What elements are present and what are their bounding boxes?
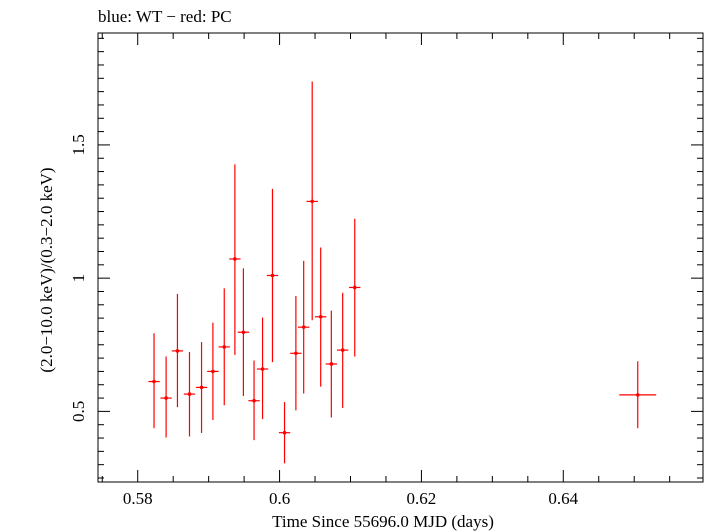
point-marker bbox=[329, 362, 334, 366]
point-marker bbox=[294, 351, 298, 356]
point-marker bbox=[260, 367, 265, 371]
data-point bbox=[148, 333, 160, 429]
point-marker bbox=[175, 349, 180, 353]
x-tick-label: 0.6 bbox=[269, 489, 290, 508]
point-marker bbox=[352, 285, 357, 290]
point-marker bbox=[164, 396, 168, 400]
data-point bbox=[183, 351, 196, 437]
data-point bbox=[278, 402, 291, 464]
point-marker bbox=[211, 369, 215, 374]
data-point bbox=[160, 356, 172, 438]
data-point bbox=[266, 188, 279, 363]
point-marker bbox=[270, 273, 275, 278]
point-marker bbox=[635, 393, 640, 397]
data-point bbox=[290, 296, 302, 411]
y-axis: 0.5 1 1.5 bbox=[69, 37, 703, 479]
y-tick-label: 1.5 bbox=[69, 134, 88, 155]
data-point bbox=[337, 292, 349, 408]
data-point bbox=[218, 288, 230, 406]
chart-title: blue: WT − red: PC bbox=[98, 7, 232, 26]
data-point bbox=[195, 342, 208, 433]
point-marker bbox=[282, 430, 287, 435]
x-tick-label: 0.58 bbox=[123, 489, 153, 508]
data-point bbox=[207, 322, 219, 420]
plot-area bbox=[97, 32, 704, 483]
y-tick-label: 0.5 bbox=[69, 401, 88, 422]
point-marker bbox=[187, 392, 192, 396]
x-tick-label: 0.62 bbox=[407, 489, 437, 508]
data-point bbox=[306, 81, 318, 321]
point-marker bbox=[340, 348, 345, 352]
data-point bbox=[237, 268, 250, 396]
point-marker bbox=[233, 257, 237, 261]
data-point bbox=[171, 293, 184, 408]
point-marker bbox=[301, 325, 306, 329]
x-tick-label: 0.64 bbox=[548, 489, 578, 508]
x-axis-label: Time Since 55696.0 MJD (days) bbox=[272, 512, 494, 531]
data-points bbox=[148, 81, 657, 464]
point-marker bbox=[152, 379, 156, 384]
point-marker bbox=[310, 199, 314, 204]
data-point bbox=[229, 164, 241, 355]
y-axis-label: (2.0−10.0 keV)/(0.3−2.0 keV) bbox=[37, 167, 56, 372]
x-axis: 0.58 0.6 0.62 0.64 bbox=[101, 33, 671, 508]
point-marker bbox=[199, 385, 204, 390]
data-point bbox=[315, 247, 327, 387]
point-marker bbox=[241, 330, 246, 335]
data-point bbox=[325, 310, 338, 418]
data-point bbox=[298, 260, 310, 394]
point-marker bbox=[318, 314, 323, 319]
point-marker bbox=[222, 345, 227, 349]
plot-frame bbox=[97, 32, 704, 483]
data-point bbox=[248, 360, 260, 441]
point-marker bbox=[252, 398, 256, 403]
data-point bbox=[256, 317, 269, 420]
y-tick-label: 1 bbox=[69, 274, 88, 283]
data-point bbox=[349, 218, 361, 357]
data-point bbox=[619, 361, 657, 429]
